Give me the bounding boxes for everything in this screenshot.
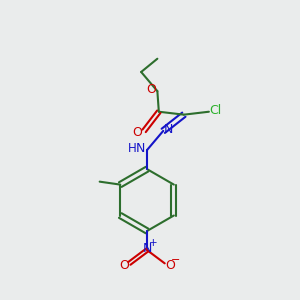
Text: H: H (128, 142, 137, 155)
Text: N: N (136, 142, 145, 155)
Text: O: O (165, 259, 175, 272)
Text: N: N (142, 242, 152, 255)
Text: O: O (146, 83, 156, 96)
Text: O: O (133, 126, 142, 139)
Text: −: − (171, 255, 181, 266)
Text: Cl: Cl (209, 104, 221, 117)
Text: +: + (148, 238, 157, 248)
Text: O: O (119, 259, 129, 272)
Text: N: N (164, 123, 173, 136)
